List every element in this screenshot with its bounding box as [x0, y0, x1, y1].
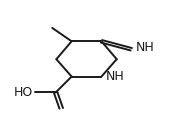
Text: HO: HO	[14, 86, 33, 99]
Text: NH: NH	[136, 41, 154, 54]
Text: NH: NH	[106, 70, 124, 83]
